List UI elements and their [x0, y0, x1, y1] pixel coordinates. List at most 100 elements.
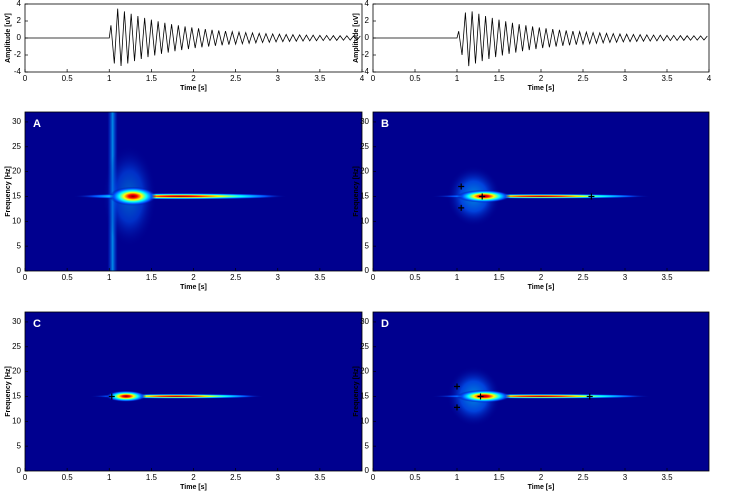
x-axis-label: Time [s]: [528, 284, 555, 291]
x-tick-label: 1: [455, 74, 460, 83]
x-tick-label: 3: [623, 273, 628, 282]
peak-marker: [458, 183, 465, 190]
y-tick-label: -2: [362, 50, 370, 59]
y-tick-label: 20: [360, 367, 369, 376]
peak-marker: [477, 393, 484, 400]
y-tick-label: 10: [360, 216, 369, 225]
x-tick-label: 0: [23, 273, 28, 282]
map-background: [373, 312, 709, 471]
x-tick-label: 1.5: [146, 273, 158, 282]
x-tick-label: 1: [455, 273, 460, 282]
x-axis-label: Time [s]: [180, 284, 207, 291]
x-tick-label: 0: [371, 273, 376, 282]
y-tick-label: 5: [17, 441, 22, 450]
y-tick-label: 15: [360, 392, 369, 401]
y-axis-label: Frequency [Hz]: [353, 366, 360, 417]
waveform-panel: 0 0.5 1 1.5 2 2.5 3 3.5 4 -4 -2 0 2 4 Time [s] Amplitud…: [5, 0, 365, 92]
x-tick-label: 2.5: [577, 273, 589, 282]
x-tick-label: 1.5: [146, 473, 158, 482]
peak-marker: [588, 193, 595, 200]
y-tick-label: 10: [360, 416, 369, 425]
x-tick-label: 0.5: [62, 74, 74, 83]
map-background: [25, 312, 362, 471]
x-tick-label: 0.5: [409, 473, 421, 482]
x-tick-label: 0.5: [62, 273, 74, 282]
x-tick-label: 2: [191, 473, 196, 482]
x-tick-label: 3: [276, 74, 281, 83]
y-tick-label: 0: [17, 266, 22, 275]
x-tick-label: 1: [107, 74, 112, 83]
x-axis-label: Time [s]: [180, 484, 207, 491]
y-tick-label: 4: [365, 0, 370, 8]
waveform-line: [373, 11, 708, 67]
map-shading: [457, 389, 511, 403]
y-tick-label: 10: [12, 416, 21, 425]
x-tick-label: 2: [191, 273, 196, 282]
x-tick-label: 0.5: [62, 473, 74, 482]
y-tick-label: 25: [12, 142, 21, 151]
y-tick-label: 5: [365, 241, 370, 250]
y-tick-label: 25: [360, 342, 369, 351]
peak-marker: [458, 204, 465, 211]
panel-label: D: [381, 318, 389, 330]
panel-label: B: [381, 118, 389, 130]
x-tick-label: 1.5: [493, 473, 505, 482]
x-tick-label: 3.5: [661, 273, 673, 282]
x-axis-label: Time [s]: [180, 85, 207, 92]
y-tick-label: 20: [12, 167, 21, 176]
y-tick-label: -4: [14, 67, 22, 76]
x-tick-label: 2.5: [230, 273, 242, 282]
x-tick-label: 3.5: [314, 74, 326, 83]
y-tick-label: 15: [12, 192, 21, 201]
peak-marker: [454, 404, 460, 411]
y-tick-label: 15: [360, 192, 369, 201]
map-background: [25, 112, 362, 271]
x-tick-label: 2.5: [230, 74, 242, 83]
peak-marker: [454, 383, 460, 390]
y-tick-label: 2: [17, 16, 22, 25]
x-tick-label: 0.5: [409, 74, 421, 83]
y-axis-label: Amplitude [uV]: [5, 13, 12, 63]
y-tick-label: 25: [360, 142, 369, 151]
x-tick-label: 3.5: [314, 473, 326, 482]
x-tick-label: 1: [107, 273, 112, 282]
x-tick-label: 0: [371, 473, 376, 482]
x-tick-label: 1.5: [493, 273, 505, 282]
x-tick-label: 1.5: [493, 74, 505, 83]
map-shading: [105, 390, 147, 402]
y-tick-label: 20: [360, 167, 369, 176]
x-tick-label: 2: [539, 74, 544, 83]
x-tick-label: 0: [23, 473, 28, 482]
y-tick-label: 5: [365, 441, 370, 450]
x-tick-label: 3: [623, 74, 628, 83]
y-tick-label: 30: [360, 317, 369, 326]
x-axis-label: Time [s]: [528, 85, 555, 92]
peak-marker: [586, 393, 593, 400]
x-tick-label: 2: [539, 273, 544, 282]
y-tick-label: 2: [365, 16, 370, 25]
y-axis-label: Frequency [Hz]: [353, 166, 360, 217]
x-tick-label: 2.5: [230, 473, 242, 482]
y-tick-label: 4: [17, 0, 22, 8]
x-tick-label: 0: [23, 74, 28, 83]
x-tick-label: 1: [455, 473, 460, 482]
y-tick-label: 20: [12, 367, 21, 376]
y-tick-label: -4: [362, 67, 370, 76]
x-tick-label: 3.5: [314, 273, 326, 282]
y-tick-label: 0: [365, 266, 370, 275]
x-tick-label: 3.5: [661, 473, 673, 482]
x-axis-label: Time [s]: [528, 484, 555, 491]
y-tick-label: 30: [12, 317, 21, 326]
x-tick-label: 1.5: [146, 74, 158, 83]
peak-marker: [108, 393, 115, 400]
panel-label: A: [33, 118, 41, 130]
y-tick-label: 30: [360, 117, 369, 126]
y-axis-label: Amplitude [uV]: [353, 13, 360, 63]
x-tick-label: 2.5: [577, 74, 589, 83]
y-tick-label: 30: [12, 117, 21, 126]
map-shading: [109, 186, 157, 206]
spectrogram-panel: D 0 0.5 1 1.5 2 2.5 3 3.5 0 5 10 15 20 25 30 Time [s] Fre…: [353, 311, 710, 491]
waveform-line: [25, 8, 361, 66]
y-tick-label: 0: [17, 33, 22, 42]
